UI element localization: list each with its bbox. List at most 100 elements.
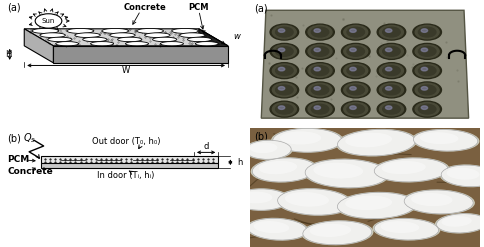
Circle shape xyxy=(378,45,403,58)
Ellipse shape xyxy=(309,224,350,237)
Circle shape xyxy=(349,29,355,32)
Ellipse shape xyxy=(152,37,177,42)
Circle shape xyxy=(311,46,328,56)
Circle shape xyxy=(382,66,399,76)
Circle shape xyxy=(314,67,320,71)
Ellipse shape xyxy=(252,158,316,182)
Circle shape xyxy=(341,63,369,79)
Ellipse shape xyxy=(302,221,371,245)
Text: d: d xyxy=(203,142,209,151)
Circle shape xyxy=(385,48,391,52)
Ellipse shape xyxy=(247,218,306,240)
Circle shape xyxy=(418,46,435,56)
Circle shape xyxy=(343,25,367,39)
Text: Concrete: Concrete xyxy=(124,3,166,12)
Circle shape xyxy=(414,83,438,97)
Ellipse shape xyxy=(171,28,198,33)
Ellipse shape xyxy=(187,37,212,42)
Text: PCM: PCM xyxy=(7,155,30,165)
Circle shape xyxy=(272,64,296,77)
Ellipse shape xyxy=(82,37,106,42)
Circle shape xyxy=(314,29,320,32)
Ellipse shape xyxy=(403,190,472,214)
Circle shape xyxy=(270,101,298,117)
Circle shape xyxy=(305,24,333,40)
Circle shape xyxy=(377,63,405,79)
Text: PCM: PCM xyxy=(188,3,209,12)
Ellipse shape xyxy=(32,28,59,33)
Circle shape xyxy=(377,82,405,98)
Ellipse shape xyxy=(284,192,328,207)
Ellipse shape xyxy=(47,37,72,42)
Ellipse shape xyxy=(419,132,457,144)
Circle shape xyxy=(349,106,355,109)
Circle shape xyxy=(270,82,298,98)
Text: (b): (b) xyxy=(7,133,21,143)
Circle shape xyxy=(343,83,367,97)
Text: W: W xyxy=(121,65,130,75)
Circle shape xyxy=(278,86,284,90)
Ellipse shape xyxy=(372,157,449,183)
Circle shape xyxy=(412,24,440,40)
Circle shape xyxy=(275,46,292,56)
Ellipse shape xyxy=(337,192,415,219)
Ellipse shape xyxy=(303,159,389,188)
Ellipse shape xyxy=(102,28,128,33)
Ellipse shape xyxy=(440,165,484,187)
Circle shape xyxy=(272,45,296,58)
Text: w: w xyxy=(232,32,239,41)
Circle shape xyxy=(414,25,438,39)
Ellipse shape xyxy=(436,214,484,233)
Ellipse shape xyxy=(67,28,93,33)
Ellipse shape xyxy=(258,161,297,174)
Circle shape xyxy=(414,103,438,116)
Ellipse shape xyxy=(372,218,439,241)
Ellipse shape xyxy=(249,143,277,153)
Ellipse shape xyxy=(335,129,416,157)
Circle shape xyxy=(270,24,298,40)
Circle shape xyxy=(420,86,427,90)
Text: (a): (a) xyxy=(254,4,268,14)
Ellipse shape xyxy=(412,130,477,151)
Ellipse shape xyxy=(279,131,320,144)
Ellipse shape xyxy=(195,41,218,46)
Circle shape xyxy=(418,27,435,37)
Text: In door (Tᵢ, hᵢ): In door (Tᵢ, hᵢ) xyxy=(97,170,154,180)
Circle shape xyxy=(346,46,364,56)
Circle shape xyxy=(272,25,296,39)
Circle shape xyxy=(314,86,320,90)
Polygon shape xyxy=(53,46,227,63)
Circle shape xyxy=(414,45,438,58)
Circle shape xyxy=(305,101,333,117)
Circle shape xyxy=(275,66,292,76)
Polygon shape xyxy=(198,29,227,63)
Ellipse shape xyxy=(91,41,113,46)
Text: (a): (a) xyxy=(7,3,21,13)
Polygon shape xyxy=(261,10,468,118)
Circle shape xyxy=(305,82,333,98)
Circle shape xyxy=(382,27,399,37)
Circle shape xyxy=(343,64,367,77)
Circle shape xyxy=(275,85,292,95)
Ellipse shape xyxy=(402,189,474,214)
Circle shape xyxy=(385,67,391,71)
Ellipse shape xyxy=(410,193,452,206)
Circle shape xyxy=(278,48,284,52)
Circle shape xyxy=(418,66,435,76)
Ellipse shape xyxy=(374,219,438,240)
Circle shape xyxy=(378,83,403,97)
Circle shape xyxy=(343,103,367,116)
Circle shape xyxy=(377,24,405,40)
Circle shape xyxy=(382,104,399,114)
Circle shape xyxy=(311,66,328,76)
Circle shape xyxy=(278,67,284,71)
Circle shape xyxy=(377,43,405,59)
Ellipse shape xyxy=(253,221,288,233)
Ellipse shape xyxy=(301,220,373,245)
Circle shape xyxy=(311,85,328,95)
Circle shape xyxy=(382,85,399,95)
Circle shape xyxy=(418,85,435,95)
Circle shape xyxy=(349,67,355,71)
Ellipse shape xyxy=(56,41,78,46)
Circle shape xyxy=(346,66,364,76)
